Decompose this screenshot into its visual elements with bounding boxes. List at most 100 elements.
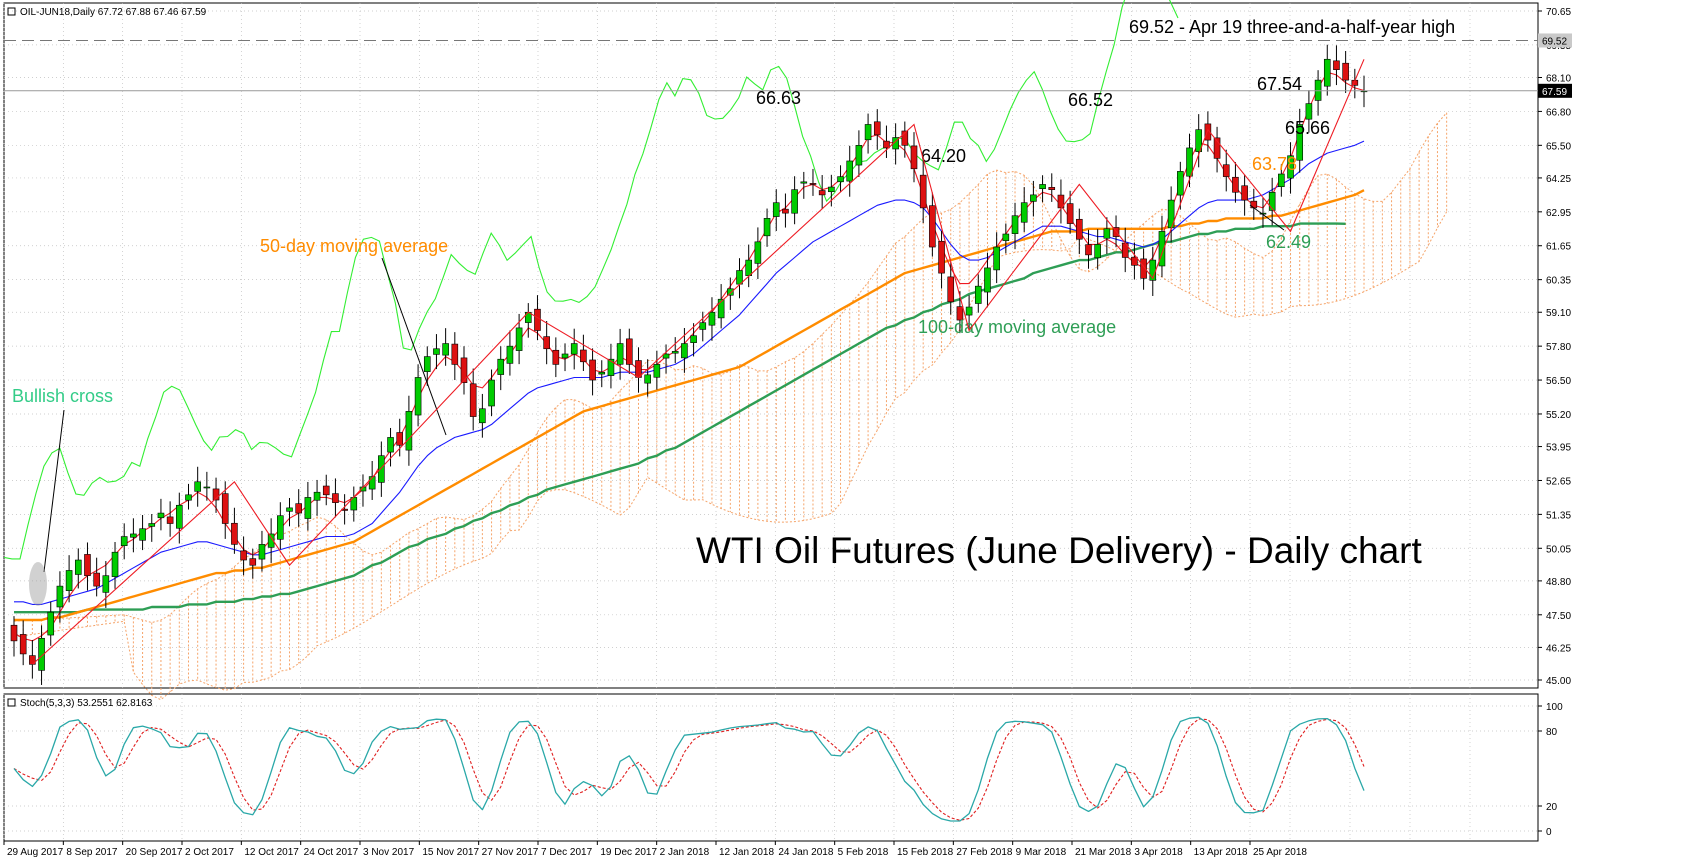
candle xyxy=(1305,90,1313,133)
candle-body xyxy=(10,624,18,642)
candle xyxy=(304,481,312,531)
date-tick-label: 3 Nov 2017 xyxy=(363,847,415,858)
candle-body xyxy=(102,575,110,593)
candle xyxy=(1241,174,1248,216)
candle xyxy=(1011,202,1019,250)
candle xyxy=(717,284,725,329)
candle xyxy=(332,478,339,518)
price-tick-label: 64.25 xyxy=(1546,174,1571,185)
candle xyxy=(1048,173,1056,202)
candle xyxy=(1222,149,1230,192)
price-tick-label: 48.80 xyxy=(1546,577,1571,588)
date-tick-label: 25 Apr 2018 xyxy=(1253,847,1307,858)
annotation-ma50-value: 63.78 xyxy=(1252,154,1297,174)
candle-body xyxy=(506,345,514,364)
candle xyxy=(433,334,440,370)
candle-body xyxy=(1323,58,1331,87)
candle-body xyxy=(974,285,982,304)
candle xyxy=(166,501,174,537)
candle xyxy=(203,471,211,501)
candle-body xyxy=(892,137,899,150)
candle xyxy=(938,230,945,289)
candle xyxy=(286,497,293,527)
candle xyxy=(451,332,459,381)
candle xyxy=(249,548,257,579)
candle xyxy=(543,321,550,365)
candle-body xyxy=(846,160,854,182)
candle xyxy=(1278,164,1285,197)
candle xyxy=(809,168,817,196)
candle xyxy=(580,334,587,371)
price-tick-label: 51.35 xyxy=(1546,510,1571,521)
candle xyxy=(901,121,909,158)
candle xyxy=(929,192,936,257)
candle xyxy=(231,507,238,554)
candle-body xyxy=(231,522,238,545)
candle-body xyxy=(828,186,835,193)
candle xyxy=(846,145,854,197)
candle-body xyxy=(616,343,624,365)
candle-body xyxy=(1131,256,1138,266)
date-tick-label: 27 Feb 2018 xyxy=(956,847,1013,858)
candle-body xyxy=(286,507,293,512)
candle xyxy=(589,348,596,396)
candle xyxy=(442,328,449,366)
price-panel-frame xyxy=(3,2,1539,689)
candle-body xyxy=(681,343,688,359)
last-marker-box xyxy=(1538,83,1572,98)
candle-body xyxy=(727,288,734,296)
candle xyxy=(295,489,302,527)
candle-body xyxy=(818,190,826,196)
candle xyxy=(1076,208,1083,255)
candle xyxy=(690,323,697,357)
candle-body xyxy=(414,377,422,416)
candle-body xyxy=(460,357,468,383)
tenkan-sen-line xyxy=(13,71,1365,642)
chikou-span xyxy=(3,0,1179,560)
candle xyxy=(947,262,955,315)
date-tick-label: 20 Sep 2017 xyxy=(126,847,183,858)
candle-body xyxy=(938,240,945,274)
candle xyxy=(873,109,881,150)
candle-body xyxy=(322,485,330,496)
candle-body xyxy=(552,349,560,365)
candle xyxy=(965,295,973,331)
candle-body xyxy=(1048,187,1056,190)
candle xyxy=(368,461,376,500)
stoch-icon xyxy=(7,698,16,707)
high-marker-box xyxy=(1538,33,1572,48)
candle xyxy=(671,337,679,364)
candle-body xyxy=(607,358,615,376)
candle xyxy=(1140,248,1147,290)
candle-body xyxy=(1213,137,1221,159)
candle-body xyxy=(837,176,844,183)
candle-body xyxy=(1158,231,1166,267)
candle-body xyxy=(277,515,284,540)
annotation-last-close: 67.54 xyxy=(1257,74,1302,94)
candle-body xyxy=(570,343,578,355)
candle xyxy=(1323,44,1331,96)
candle xyxy=(405,395,413,466)
candle-body xyxy=(19,634,27,655)
senkou-span-a xyxy=(13,112,1448,624)
candle xyxy=(699,311,707,342)
candle-body xyxy=(855,145,863,166)
candle-body xyxy=(387,437,394,453)
pointer-ma50 xyxy=(381,257,447,436)
candle-body xyxy=(1195,129,1202,152)
candle-body xyxy=(166,516,174,524)
candle-body xyxy=(212,488,220,501)
candle xyxy=(598,360,606,388)
stoch-signal-line xyxy=(13,718,1365,821)
candle-body xyxy=(561,353,569,359)
date-tick-label: 24 Oct 2017 xyxy=(304,847,359,858)
kijun-sen-line xyxy=(14,140,1365,605)
candle-body xyxy=(157,512,165,519)
candle xyxy=(1177,161,1184,210)
candle-body xyxy=(1020,202,1028,223)
zigzag-line xyxy=(32,59,1365,665)
candle-body xyxy=(662,353,670,359)
date-tick-label: 3 Apr 2018 xyxy=(1134,847,1183,858)
date-tick-label: 29 Aug 2017 xyxy=(7,847,64,858)
